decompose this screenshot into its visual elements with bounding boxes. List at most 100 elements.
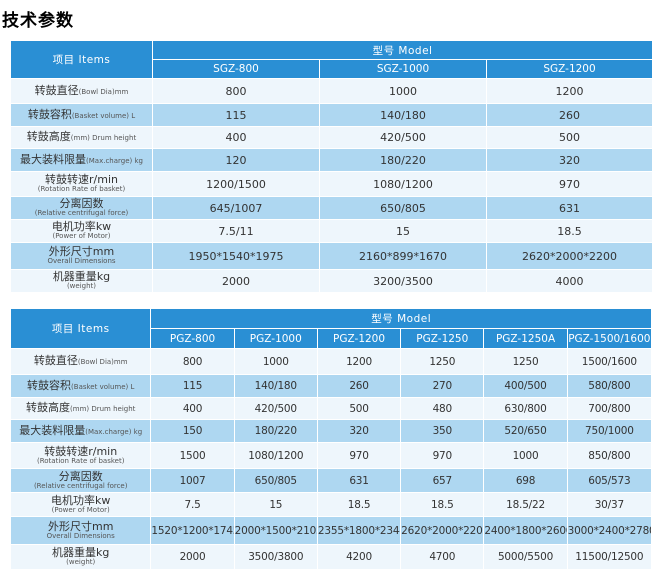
table-cell: 657 <box>400 468 485 493</box>
table-cell: 7.5 <box>150 492 235 517</box>
table-cell: 18.5/22 <box>483 492 568 517</box>
table-row: 电机功率kw (Power of Motor) 7.5 15 18.5 18.5 18.5/… <box>9 492 653 517</box>
table-cell: 260 <box>485 103 654 127</box>
table-row: 转鼓直径(Bowl Dia)mm 800 1000 1200 <box>10 78 654 104</box>
table-cell: 4200 <box>316 544 402 570</box>
label-en: (weight) <box>66 282 97 290</box>
label-en: (Max.charge) kg <box>86 156 143 165</box>
model-row: SGZ-800 SGZ-1000 SGZ-1200 <box>11 59 654 79</box>
table-row: 转鼓容积(Basket volume) L 115 140/180 260 <box>10 103 654 127</box>
row-label: 外形尺寸mm Overall Dimensions <box>9 516 152 545</box>
table-row: 外形尺寸mm Overall Dimensions 1520*1200*1745 20… <box>9 516 653 545</box>
table-cell: 120 <box>152 148 320 172</box>
table-cell: 1500/1600 <box>566 348 653 375</box>
table-cell: 2620*2000*2200 <box>485 242 654 270</box>
row-label: 转鼓高度(mm) Drum height <box>9 397 152 420</box>
label-en: (Relative centrifugal force) <box>33 481 128 490</box>
model-name: PGZ-1500/1600 <box>566 328 653 349</box>
table-row: 转鼓直径(Bowl Dia)mm 800 1000 1200 1250 1250 1500/… <box>9 348 653 375</box>
model-header: 型号 Model <box>151 40 654 60</box>
table-cell: 7.5/11 <box>152 219 320 243</box>
table-cell: 180/220 <box>319 148 487 172</box>
table-cell: 700/800 <box>566 397 653 420</box>
table-cell: 1080/1200 <box>233 442 318 469</box>
label-zh: 外形尺寸 <box>47 519 92 533</box>
table-cell: 631 <box>485 196 654 220</box>
model-row: PGZ-800 PGZ-1000 PGZ-1200 PGZ-1250 PGZ-1250A… <box>11 328 653 349</box>
row-label: 转鼓直径(Bowl Dia)mm <box>10 78 153 104</box>
label-unit: r/min <box>88 444 118 458</box>
table-cell: 320 <box>316 419 402 443</box>
label-unit: kg <box>96 546 110 559</box>
row-label: 转鼓容积(Basket volume) L <box>10 103 153 127</box>
label-en: (Bowl Dia)mm <box>77 358 128 366</box>
label-en: (Relative centrifugal force) <box>34 209 129 217</box>
row-label: 机器重量kg (weight) <box>9 544 152 570</box>
row-label: 转鼓转速r/min (Rotation Rate of basket) <box>10 171 153 197</box>
table-cell: 3000*2400*2780 <box>566 516 653 545</box>
label-en: (Max.charge) kg <box>85 427 143 436</box>
table-cell: 11500/12500 <box>566 544 653 570</box>
table-row: 转鼓转速r/min (Rotation Rate of basket) 1500 10… <box>9 442 653 469</box>
label-en: (Bowl Dia)mm <box>78 87 129 96</box>
label-zh: 转鼓转速 <box>45 173 89 186</box>
label-zh: 转鼓转速 <box>44 444 89 458</box>
table-cell: 2400*1800*2600 <box>483 516 568 545</box>
items-header: 项目 Items <box>10 40 153 79</box>
label-en: (Basket volume) L <box>71 382 135 391</box>
table-row: 机器重量kg (weight) 2000 3200/3500 4000 <box>10 269 654 293</box>
table-cell: 400/500 <box>483 374 568 398</box>
table-cell: 500 <box>316 397 402 420</box>
label-unit: kg <box>96 270 111 283</box>
table-cell: 480 <box>400 397 485 420</box>
table-cell: 2000 <box>152 269 320 293</box>
label-zh: 转鼓直径 <box>33 354 78 367</box>
label-zh: 最大装料限量 <box>19 423 86 437</box>
label-en: (weight) <box>66 558 96 566</box>
table-cell: 18.5 <box>316 492 402 517</box>
row-label: 最大装料限量(Max.charge) kg <box>10 148 153 172</box>
table-row: 最大装料限量(Max.charge) kg 120 180/220 320 <box>10 148 654 172</box>
table-cell: 18.5 <box>485 219 654 243</box>
table-cell: 698 <box>483 468 568 493</box>
table-cell: 2355*1800*2344 <box>316 516 402 545</box>
table-cell: 2620*2000*2200 <box>400 516 485 545</box>
model-name: PGZ-1200 <box>316 328 402 349</box>
table-cell: 4700 <box>400 544 485 570</box>
table-row: 转鼓转速r/min (Rotation Rate of basket) 1200/1… <box>10 171 654 197</box>
table-cell: 1200/1500 <box>152 171 320 197</box>
table-cell: 420/500 <box>319 126 487 149</box>
row-label: 最大装料限量(Max.charge) kg <box>9 419 152 443</box>
label-en: Overall Dimensions <box>47 257 116 265</box>
table-cell: 580/800 <box>566 374 653 398</box>
table-cell: 180/220 <box>233 419 318 443</box>
table-cell: 400 <box>152 126 320 149</box>
table-cell: 115 <box>152 103 320 127</box>
table-cell: 1000 <box>233 348 318 375</box>
table-cell: 2000*1500*2105 <box>233 516 318 545</box>
table-cell: 1520*1200*1745 <box>150 516 235 545</box>
model-name: SGZ-1000 <box>319 59 487 79</box>
model-name: PGZ-800 <box>150 328 235 349</box>
row-label: 机器重量kg (weight) <box>10 269 153 293</box>
table-cell: 631 <box>316 468 402 493</box>
table-cell: 1200 <box>316 348 402 375</box>
table-cell: 1080/1200 <box>319 171 487 197</box>
table-cell: 850/800 <box>566 442 653 469</box>
row-label: 电机功率kw (Power of Motor) <box>10 219 153 243</box>
table-row: 机器重量kg (weight) 2000 3500/3800 4200 4700 5000/… <box>9 544 653 570</box>
label-en: (Rotation Rate of basket) <box>37 185 126 193</box>
table-cell: 1250 <box>483 348 568 375</box>
model-name: SGZ-1200 <box>485 59 654 79</box>
label-zh: 转鼓容积 <box>27 378 72 392</box>
label-zh: 转鼓高度 <box>26 130 71 143</box>
table-cell: 260 <box>316 374 402 398</box>
table-cell: 270 <box>400 374 485 398</box>
label-zh: 最大装料限量 <box>20 152 87 166</box>
row-label: 分离因数 (Relative centrifugal force) <box>10 196 153 220</box>
label-zh: 外形尺寸 <box>48 245 93 258</box>
label-en: (mm) Drum height <box>70 405 136 413</box>
label-zh: 机器重量 <box>52 270 97 283</box>
table-cell: 140/180 <box>233 374 318 398</box>
table-row: 外形尺寸mm Overall Dimensions 1950*1540*1975 21… <box>10 242 654 270</box>
